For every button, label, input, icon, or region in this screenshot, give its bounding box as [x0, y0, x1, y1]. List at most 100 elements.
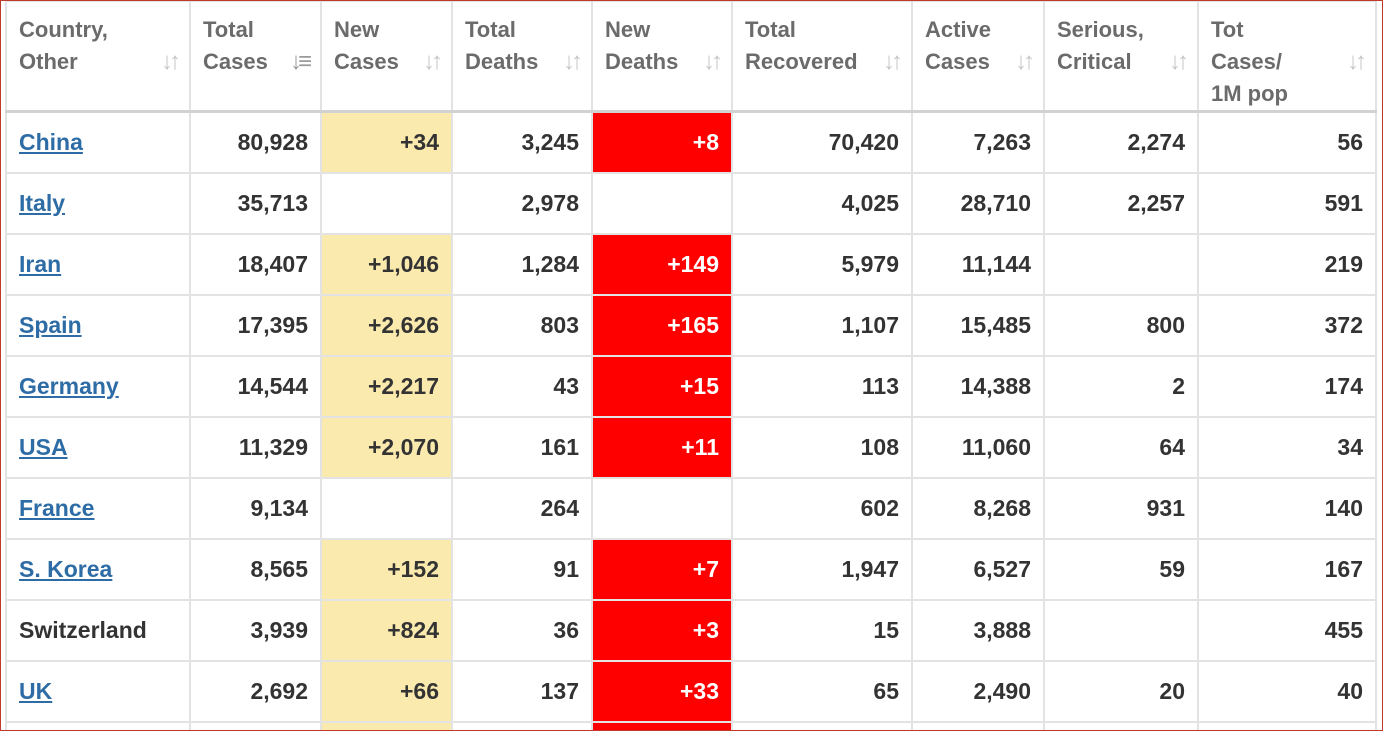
column-header-new-cases[interactable]: New Cases ↓↑	[320, 1, 453, 113]
total-recovered-cell: 1,947	[731, 537, 913, 601]
total-cases-cell: 11,329	[189, 415, 322, 479]
total-deaths-cell: 137	[451, 659, 593, 723]
country-cell: USA	[5, 415, 191, 479]
total-cases-cell: 17,395	[189, 293, 322, 357]
serious-critical-cell: 931	[1043, 476, 1199, 540]
partial-cell	[451, 720, 593, 730]
table-row: S. Korea 8,565 +152 91 +7 1,947 6,527 59 167	[5, 537, 1377, 601]
sort-arrows-icon[interactable]: ↓↑	[1347, 48, 1367, 75]
serious-critical-cell: 2,257	[1043, 171, 1199, 235]
country-link[interactable]: USA	[19, 433, 68, 460]
serious-critical-cell: 2	[1043, 354, 1199, 418]
sort-arrows-icon[interactable]: ↓↑	[161, 48, 181, 75]
total-cases-cell: 9,134	[189, 476, 322, 540]
sort-arrows-icon[interactable]: ↓↑	[423, 48, 443, 75]
sort-arrows-icon[interactable]: ↓↑	[1015, 48, 1035, 75]
active-cases-cell: 11,060	[911, 415, 1045, 479]
column-header-label: Total Deaths	[465, 14, 545, 78]
header-line-1: Country,	[19, 17, 108, 42]
total-deaths-cell: 2,978	[451, 171, 593, 235]
new-deaths-cell	[591, 476, 733, 540]
header-row: Country, Other ↓↑ Total Cases ↓≡ New Cases ↓↑ Tot…	[5, 1, 1377, 113]
tot-cases-1m-cell: 34	[1197, 415, 1377, 479]
country-link[interactable]: Germany	[19, 372, 119, 399]
column-header-tot-cases-1m-pop[interactable]: Tot Cases/1M pop ↓↑	[1197, 1, 1377, 113]
header-line-2: Other	[19, 49, 78, 74]
new-cases-cell: +2,217	[320, 354, 453, 418]
column-header-total-recovered[interactable]: Total Recovered ↓↑	[731, 1, 913, 113]
serious-critical-cell: 20	[1043, 659, 1199, 723]
column-header-active-cases[interactable]: Active Cases ↓↑	[911, 1, 1045, 113]
total-deaths-cell: 1,284	[451, 232, 593, 296]
partial-cell	[189, 720, 322, 730]
country-link[interactable]: Spain	[19, 311, 82, 338]
header-line-2: Cases	[925, 49, 990, 74]
column-header-serious-critical[interactable]: Serious, Critical ↓↑	[1043, 1, 1199, 113]
country-link[interactable]: France	[19, 494, 95, 521]
column-header-label: Serious, Critical	[1057, 14, 1147, 78]
total-recovered-cell: 1,107	[731, 293, 913, 357]
new-cases-cell: +152	[320, 537, 453, 601]
new-deaths-cell: +3	[591, 598, 733, 662]
column-header-total-cases[interactable]: Total Cases ↓≡	[189, 1, 322, 113]
column-header-label: Country, Other	[19, 14, 130, 78]
column-header-total-deaths[interactable]: Total Deaths ↓↑	[451, 1, 593, 113]
sort-arrows-icon[interactable]: ↓↑	[703, 48, 723, 75]
partial-cell	[1197, 720, 1377, 730]
country-cell: Switzerland	[5, 598, 191, 662]
tot-cases-1m-cell: 56	[1197, 110, 1377, 174]
new-deaths-cell: +33	[591, 659, 733, 723]
country-link[interactable]: UK	[19, 677, 53, 704]
country-link[interactable]: China	[19, 128, 83, 155]
active-cases-cell: 14,388	[911, 354, 1045, 418]
new-cases-cell: +1,046	[320, 232, 453, 296]
country-link[interactable]: Italy	[19, 189, 66, 216]
serious-critical-cell: 64	[1043, 415, 1199, 479]
sort-arrows-icon[interactable]: ↓↑	[563, 48, 583, 75]
new-deaths-cell: +11	[591, 415, 733, 479]
active-cases-cell: 28,710	[911, 171, 1045, 235]
header-line-1: Active	[925, 17, 992, 42]
column-header-country[interactable]: Country, Other ↓↑	[5, 1, 191, 113]
partial-cell	[320, 720, 453, 730]
new-deaths-cell: +7	[591, 537, 733, 601]
table-row: Italy 35,713 2,978 4,025 28,710 2,257 591	[5, 171, 1377, 235]
active-cases-cell: 11,144	[911, 232, 1045, 296]
column-header-new-deaths[interactable]: New Deaths ↓↑	[591, 1, 733, 113]
header-line-2: Cases	[334, 49, 399, 74]
country-cell: China	[5, 110, 191, 174]
column-header-label: New Deaths	[605, 14, 685, 78]
country-link[interactable]: Iran	[19, 250, 62, 277]
active-cases-cell: 8,268	[911, 476, 1045, 540]
tot-cases-1m-cell: 372	[1197, 293, 1377, 357]
active-cases-cell: 2,490	[911, 659, 1045, 723]
column-header-label: New Cases	[334, 14, 408, 78]
header-line-1: Tot Cases/	[1211, 17, 1282, 74]
new-deaths-cell: +15	[591, 354, 733, 418]
header-line-1: New	[334, 17, 380, 42]
header-line-2: Critical	[1057, 49, 1132, 74]
active-cases-cell: 7,263	[911, 110, 1045, 174]
total-deaths-cell: 43	[451, 354, 593, 418]
serious-critical-cell: 2,274	[1043, 110, 1199, 174]
new-cases-cell: +824	[320, 598, 453, 662]
table-row: USA 11,329 +2,070 161 +11 108 11,060 64 34	[5, 415, 1377, 479]
column-header-label: Active Cases	[925, 14, 999, 78]
header-line-2: Cases	[203, 49, 268, 74]
total-recovered-cell: 113	[731, 354, 913, 418]
header-line-2: Deaths	[605, 49, 679, 74]
total-recovered-cell: 4,025	[731, 171, 913, 235]
country-cell: France	[5, 476, 191, 540]
tot-cases-1m-cell: 219	[1197, 232, 1377, 296]
country-link[interactable]: S. Korea	[19, 555, 113, 582]
column-header-label: Total Recovered	[745, 14, 858, 78]
table-row: Spain 17,395 +2,626 803 +165 1,107 15,485 800 37…	[5, 293, 1377, 357]
sort-arrows-icon[interactable]: ↓↑	[1169, 48, 1189, 75]
new-cases-cell	[320, 476, 453, 540]
sort-arrows-icon[interactable]: ↓≡	[289, 48, 312, 75]
table-body: China 80,928 +34 3,245 +8 70,420 7,263 2,274 56 I…	[5, 110, 1377, 730]
tot-cases-1m-cell: 140	[1197, 476, 1377, 540]
total-deaths-cell: 264	[451, 476, 593, 540]
country-cell: Iran	[5, 232, 191, 296]
sort-arrows-icon[interactable]: ↓↑	[883, 48, 903, 75]
